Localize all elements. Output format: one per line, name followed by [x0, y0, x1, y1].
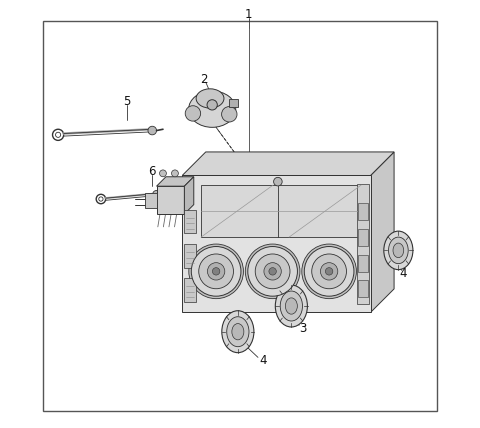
- Ellipse shape: [384, 231, 413, 270]
- Bar: [156, 186, 184, 214]
- Polygon shape: [184, 177, 194, 214]
- Ellipse shape: [227, 317, 249, 347]
- Polygon shape: [182, 152, 394, 175]
- Text: 4: 4: [400, 268, 407, 280]
- Bar: [358, 229, 368, 246]
- Ellipse shape: [312, 254, 347, 289]
- Ellipse shape: [245, 244, 300, 299]
- Circle shape: [269, 268, 276, 275]
- Circle shape: [325, 268, 333, 275]
- Text: 5: 5: [123, 95, 130, 108]
- Ellipse shape: [388, 237, 408, 264]
- Ellipse shape: [321, 263, 338, 280]
- Ellipse shape: [286, 298, 297, 314]
- Text: 6: 6: [148, 165, 156, 178]
- Polygon shape: [156, 177, 194, 186]
- Bar: [358, 255, 368, 272]
- Circle shape: [148, 126, 156, 135]
- Circle shape: [207, 100, 217, 110]
- Ellipse shape: [255, 254, 290, 289]
- Ellipse shape: [196, 89, 224, 108]
- Ellipse shape: [304, 247, 354, 296]
- Circle shape: [212, 268, 220, 275]
- Bar: [358, 203, 368, 220]
- Ellipse shape: [393, 243, 404, 258]
- Circle shape: [222, 107, 237, 122]
- Ellipse shape: [207, 263, 225, 280]
- Text: 4: 4: [260, 354, 267, 367]
- Circle shape: [171, 170, 179, 177]
- Ellipse shape: [189, 244, 243, 299]
- Bar: [229, 99, 238, 107]
- Text: 2: 2: [200, 73, 207, 86]
- Ellipse shape: [232, 324, 244, 340]
- Bar: [184, 210, 196, 233]
- Bar: [184, 278, 196, 302]
- Polygon shape: [371, 152, 394, 312]
- Bar: [357, 184, 369, 304]
- Ellipse shape: [199, 254, 233, 289]
- Ellipse shape: [302, 244, 357, 299]
- Ellipse shape: [192, 247, 241, 296]
- Bar: [184, 244, 196, 268]
- Ellipse shape: [248, 247, 298, 296]
- Circle shape: [185, 106, 201, 121]
- Bar: [144, 193, 156, 208]
- Bar: [182, 175, 371, 312]
- Ellipse shape: [276, 285, 307, 327]
- Ellipse shape: [264, 263, 281, 280]
- Circle shape: [159, 170, 167, 177]
- Circle shape: [274, 177, 282, 186]
- Bar: [358, 280, 368, 297]
- Circle shape: [153, 190, 160, 198]
- Ellipse shape: [189, 91, 236, 128]
- Bar: [201, 185, 361, 237]
- Ellipse shape: [280, 291, 302, 321]
- Ellipse shape: [222, 311, 254, 353]
- Text: 3: 3: [300, 322, 307, 335]
- Text: 1: 1: [245, 9, 252, 21]
